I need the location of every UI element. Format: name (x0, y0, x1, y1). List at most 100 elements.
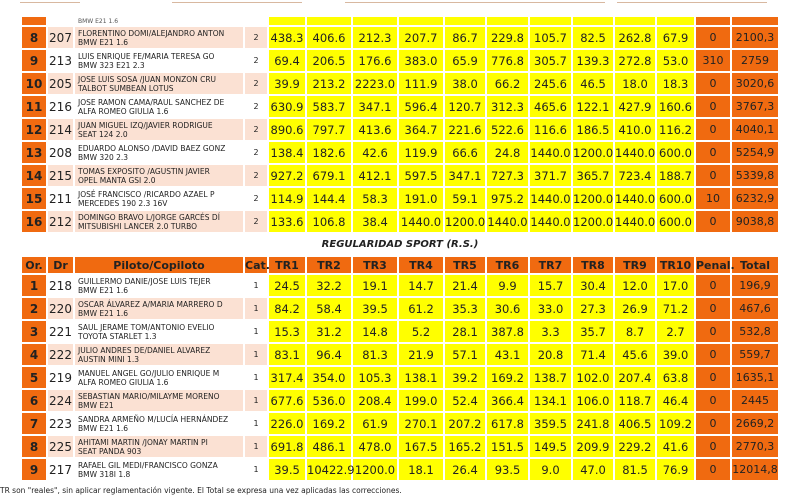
total-cell: 9038,8 (732, 211, 778, 232)
tr3-cell: 1200.0 (353, 459, 397, 480)
table-row: 6 224 SEBASTIAN MARIO/MILAYME MORENO BMW E2… (22, 390, 778, 411)
table-row: 9 213 LUIS ENRIQUE FE/MARIA TERESA GO BMW 3… (22, 50, 778, 71)
tr2-cell: 354.0 (307, 367, 351, 388)
total-cell: 1635,1 (732, 367, 778, 388)
penalty-cell: 0 (696, 275, 730, 296)
tr10-cell: 41.6 (657, 436, 694, 457)
position-cell: 9 (22, 50, 46, 71)
crew-names: LUIS ENRIQUE FE/MARIA TERESA GO (78, 51, 215, 61)
tr9-cell: 26.9 (615, 298, 655, 319)
tr4-cell: 1440.0 (399, 211, 443, 232)
tr3-cell: 81.3 (353, 344, 397, 365)
tr10-cell: 53.0 (657, 50, 694, 71)
tr8-cell: 365.7 (573, 165, 613, 186)
tr2-cell: 536.0 (307, 390, 351, 411)
partial-cell (245, 17, 267, 25)
tr5-cell: 35.3 (445, 298, 485, 319)
tr1-cell: 24.5 (269, 275, 305, 296)
position-cell: 12 (22, 119, 46, 140)
category-cell: 1 (253, 281, 259, 290)
tr4-cell: 364.7 (399, 119, 443, 140)
dorsal-cell: 212 (48, 211, 73, 232)
crew-names: RAFAEL GIL MEDI/FRANCISCO GONZA (78, 460, 218, 470)
tr7-cell: 134.1 (530, 390, 571, 411)
tr1-cell: 438.3 (269, 27, 305, 48)
category-cell: 2 (245, 165, 267, 186)
tr1-cell: 114.9 (269, 188, 305, 209)
tr7-cell: 245.6 (530, 73, 571, 94)
crew-cell: AHITAMI MARTIN /JONAY MARTIN PI SEAT PAND… (75, 436, 243, 457)
crew-cell: SANDRA ARMEÑO M/LUCÍA HERNÁNDEZ BMW E21 1… (75, 413, 243, 434)
tr7-cell: 359.5 (530, 413, 571, 434)
crew-cell: GUILLERMO DANIE/JOSE LUIS TEJER BMW E21 1… (75, 275, 243, 296)
tab-edge[interactable] (20, 0, 80, 3)
tr10-cell: 17.0 (657, 275, 694, 296)
tr2-cell: 96.4 (307, 344, 351, 365)
tr9-cell: 427.9 (615, 96, 655, 117)
tab-edge[interactable] (617, 0, 767, 3)
dorsal-cell: 207 (48, 27, 73, 48)
top-tabs (0, 0, 800, 3)
car-model: SEAT 124 2.0 (78, 129, 128, 139)
tr3-cell: 38.4 (353, 211, 397, 232)
position-cell: 5 (22, 367, 46, 388)
tr8-cell: 35.7 (573, 321, 613, 342)
tab-edge[interactable] (172, 0, 302, 3)
table-row: 15 211 JOSÉ FRANCISCO /RICARDO AZAEL P MERC… (22, 188, 778, 209)
total-cell: 3767,3 (732, 96, 778, 117)
column-header: TR9 (615, 257, 655, 273)
tr6-cell: 387.8 (487, 321, 528, 342)
tr2-cell: 169.2 (307, 413, 351, 434)
tr9-cell: 272.8 (615, 50, 655, 71)
penalty-cell: 0 (696, 413, 730, 434)
tr10-cell: 67.9 (657, 27, 694, 48)
tr1-cell: 138.4 (269, 142, 305, 163)
category-cell: 2 (245, 27, 267, 48)
total-cell: 559,7 (732, 344, 778, 365)
partial-cell (353, 17, 397, 25)
tr7-cell: 20.8 (530, 344, 571, 365)
tr6-cell: 522.6 (487, 119, 528, 140)
tr4-cell: 138.1 (399, 367, 443, 388)
tr7-cell: 105.7 (530, 27, 571, 48)
tr2-cell: 182.6 (307, 142, 351, 163)
penalty-cell: 0 (696, 73, 730, 94)
partial-cell (487, 17, 528, 25)
tr4-cell: 14.7 (399, 275, 443, 296)
tr6-cell: 727.3 (487, 165, 528, 186)
tr5-cell: 347.1 (445, 165, 485, 186)
table-row: 16 212 DOMINGO BRAVO L/JORGE GARCÉS DÍ MITS… (22, 211, 778, 232)
position-cell: 10 (22, 73, 46, 94)
category-cell: 1 (253, 373, 259, 382)
tab-edge[interactable] (345, 0, 605, 3)
car-model: BMW E21 1.6 (78, 423, 129, 433)
tr8-cell: 71.4 (573, 344, 613, 365)
tr6-cell: 229.8 (487, 27, 528, 48)
tr4-cell: 61.2 (399, 298, 443, 319)
tr6-cell: 312.3 (487, 96, 528, 117)
column-header: TR2 (307, 257, 351, 273)
penalty-cell: 0 (696, 436, 730, 457)
tr8-cell: 1200.0 (573, 188, 613, 209)
tr9-cell: 1440.0 (615, 211, 655, 232)
dorsal-cell: 215 (48, 165, 73, 186)
tr6-cell: 9.9 (487, 275, 528, 296)
tr6-cell: 93.5 (487, 459, 528, 480)
column-header: TR6 (487, 257, 528, 273)
position-cell: 6 (22, 390, 46, 411)
section-title: REGULARIDAD SPORT (R.S.) (321, 239, 479, 250)
tr4-cell: 21.9 (399, 344, 443, 365)
tr3-cell: 412.1 (353, 165, 397, 186)
table-row: 10 205 JOSE LUIS SOSA /JUAN MONZON CRU TALB… (22, 73, 778, 94)
tr5-cell: 59.1 (445, 188, 485, 209)
dorsal-cell: 214 (48, 119, 73, 140)
tr4-cell: 5.2 (399, 321, 443, 342)
tr9-cell: 410.0 (615, 119, 655, 140)
table-row: 8 225 AHITAMI MARTIN /JONAY MARTIN PI SEAT … (22, 436, 778, 457)
partial-cell (269, 17, 305, 25)
tr5-cell: 221.6 (445, 119, 485, 140)
category-cell: 1 (253, 465, 259, 474)
penalty-cell: 0 (696, 142, 730, 163)
crew-cell: RAFAEL GIL MEDI/FRANCISCO GONZA BMW 318I … (75, 459, 243, 480)
penalty-cell: 0 (696, 321, 730, 342)
